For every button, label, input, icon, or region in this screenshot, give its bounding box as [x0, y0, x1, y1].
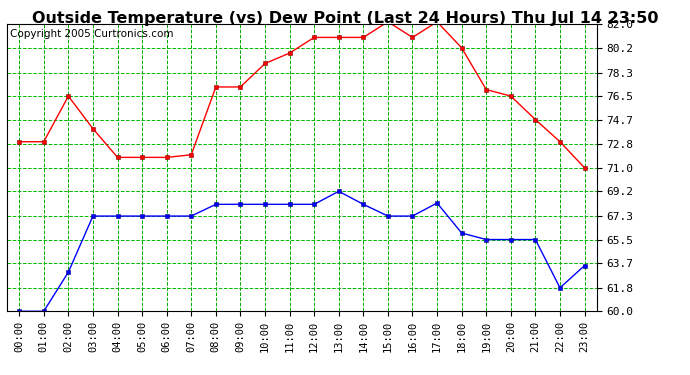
Text: Outside Temperature (vs) Dew Point (Last 24 Hours) Thu Jul 14 23:50: Outside Temperature (vs) Dew Point (Last… [32, 11, 658, 26]
Text: Copyright 2005 Curtronics.com: Copyright 2005 Curtronics.com [10, 28, 173, 39]
